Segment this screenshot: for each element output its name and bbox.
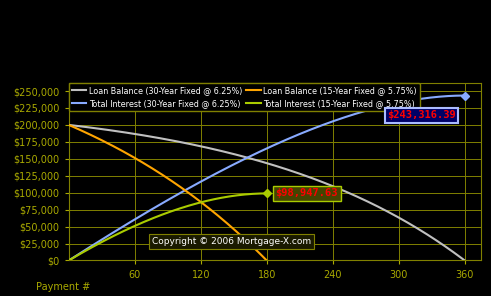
Legend: Loan Balance (30-Year Fixed @ 6.25%), Total Interest (30-Year Fixed @ 6.25%), Lo: Loan Balance (30-Year Fixed @ 6.25%), To… [69,83,420,111]
Text: Copyright © 2006 Mortgage-X.com: Copyright © 2006 Mortgage-X.com [152,237,311,246]
Text: $243,316.39: $243,316.39 [387,110,456,120]
Text: $98,947.63: $98,947.63 [275,189,338,198]
Text: Payment #: Payment # [36,282,90,292]
